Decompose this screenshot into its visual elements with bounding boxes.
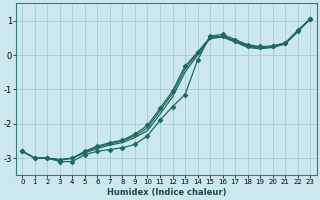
X-axis label: Humidex (Indice chaleur): Humidex (Indice chaleur): [107, 188, 226, 197]
